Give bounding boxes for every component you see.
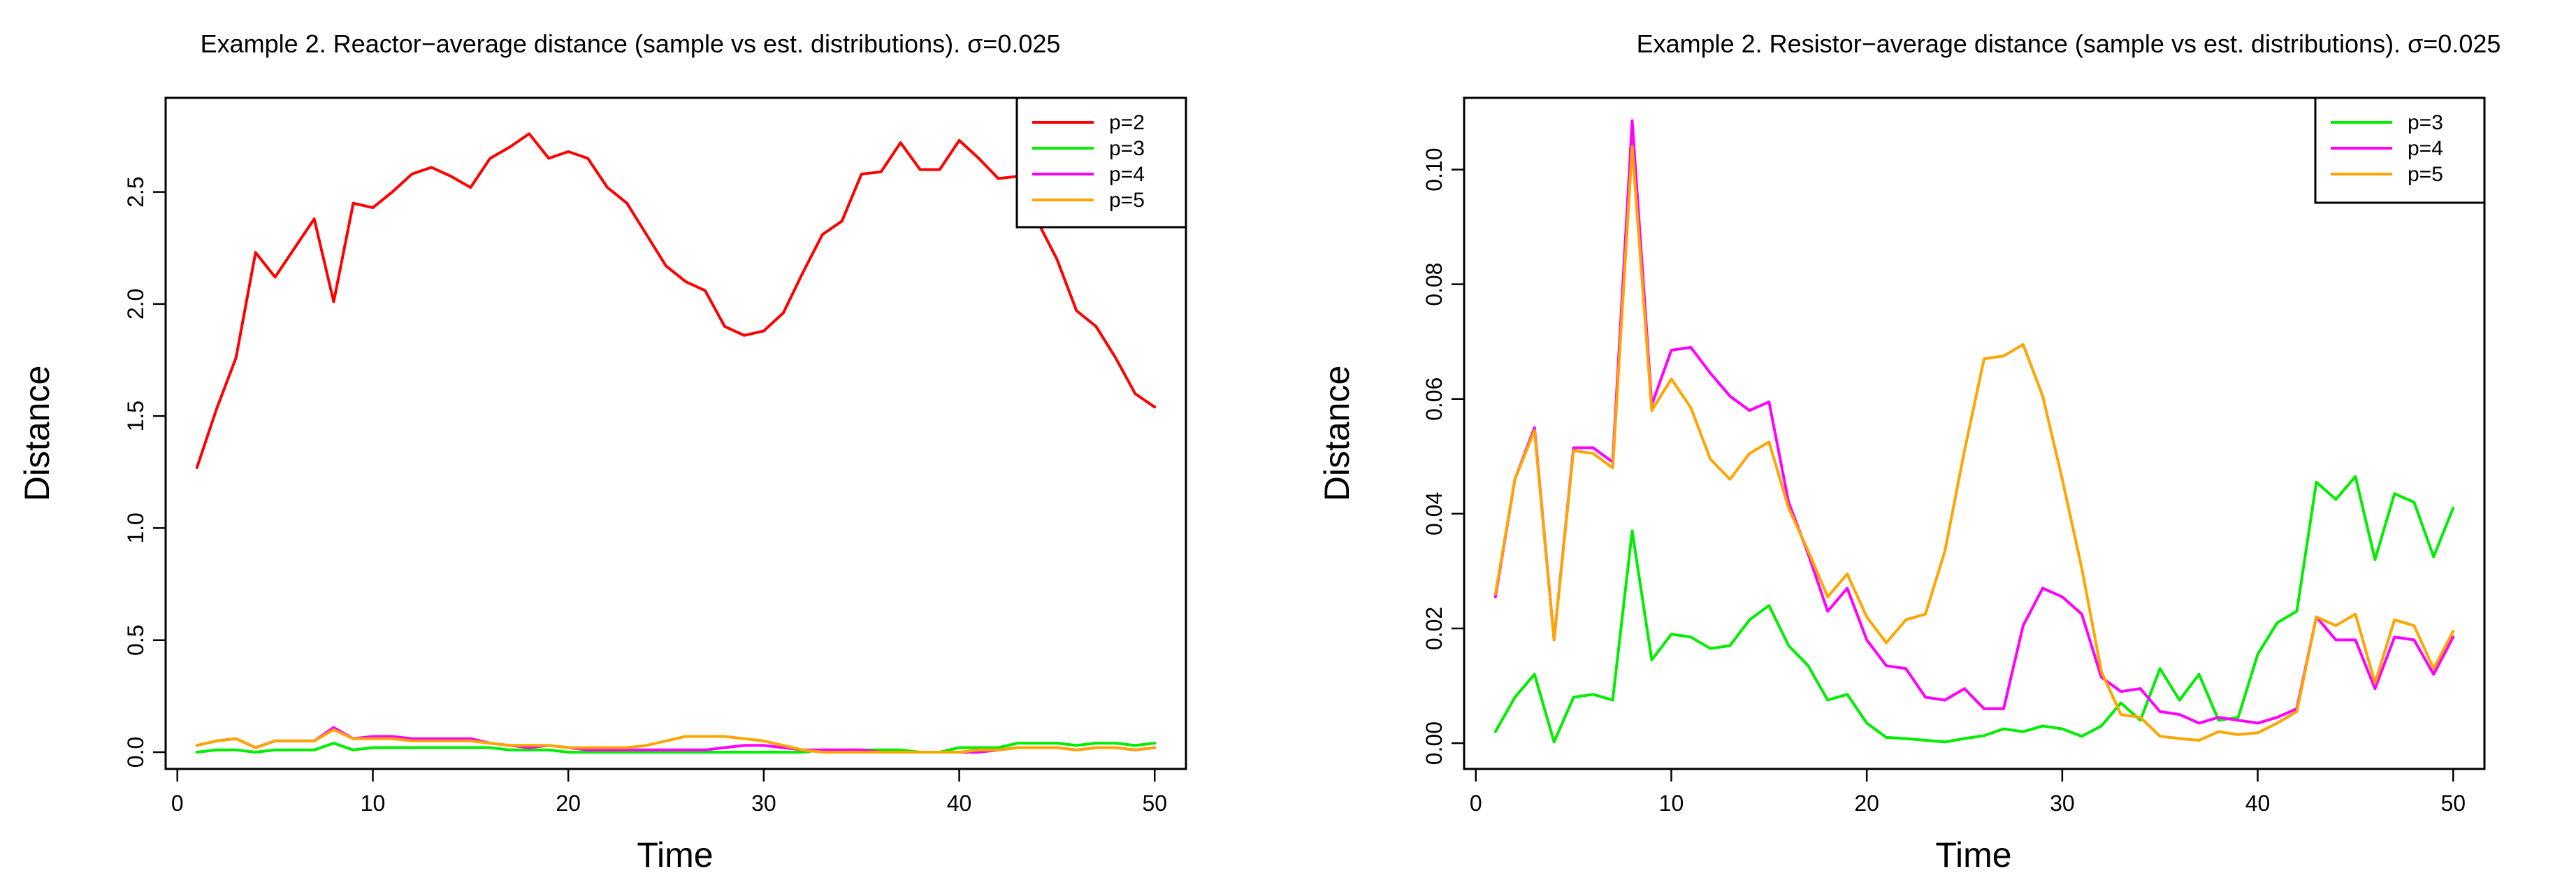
y-tick-label: 0.0 [123, 737, 148, 768]
y-axis-title: Distance [1317, 366, 1356, 502]
y-tick-label: 1.5 [123, 401, 148, 431]
legend-box [2314, 96, 2486, 204]
x-tick-label: 10 [1659, 791, 1684, 816]
legend-box [1015, 96, 1187, 229]
x-tick-label: 0 [171, 791, 184, 816]
y-tick-label: 0.5 [123, 624, 148, 655]
series-line-p5 [1493, 145, 2455, 742]
legend-label: p=2 [1109, 111, 1145, 134]
x-axis: 0 10 20 30 40 50 [171, 768, 1167, 816]
x-tick-label: 40 [947, 791, 972, 816]
y-tick-label: 0.02 [1421, 607, 1447, 650]
series-line-p5 [195, 728, 1157, 754]
y-tick-label: 0.10 [1421, 148, 1447, 191]
x-tick-label: 50 [1142, 791, 1167, 816]
x-tick-label: 50 [2440, 791, 2466, 816]
legend-label: p=4 [1109, 163, 1145, 186]
y-tick-label: 2.0 [123, 289, 148, 319]
x-tick-label: 0 [1470, 791, 1482, 816]
x-tick-label: 40 [2245, 791, 2271, 816]
y-axis-title: Distance [17, 366, 57, 502]
x-tick-label: 20 [1854, 791, 1879, 816]
legend: p=3 p=4 p=5 [2314, 96, 2486, 204]
y-axis: 0.0 0.5 1.0 1.5 2.0 2.5 [123, 176, 167, 768]
series-line-p3 [1493, 475, 2455, 744]
y-tick-label: 1.0 [123, 512, 148, 543]
legend-label: p=4 [2408, 137, 2443, 160]
chart-reactor-average: Example 2. Reactor−average distance (sam… [17, 29, 1187, 875]
legend-label: p=5 [2408, 163, 2443, 186]
x-tick-label: 20 [556, 791, 581, 816]
y-tick-label: 0.08 [1421, 263, 1447, 306]
chart-title: Example 2. Resistor−average distance (sa… [1637, 29, 2501, 58]
series-group [195, 132, 1157, 754]
x-tick-label: 30 [2050, 791, 2075, 816]
y-tick-label: 2.5 [123, 176, 148, 207]
y-tick-label: 0.06 [1421, 377, 1447, 421]
x-tick-label: 10 [361, 791, 386, 816]
series-group [1493, 119, 2455, 744]
legend-label: p=3 [2408, 111, 2443, 134]
y-tick-label: 0.00 [1421, 721, 1447, 765]
x-tick-label: 30 [751, 791, 776, 816]
series-line-p3 [195, 742, 1157, 754]
x-axis-title: Time [1935, 835, 2011, 875]
x-axis-title: Time [637, 835, 713, 875]
chart-title: Example 2. Reactor−average distance (sam… [201, 29, 1061, 58]
chart-resistor-average: Example 2. Resistor−average distance (sa… [1317, 29, 2501, 875]
legend: p=2 p=3 p=4 p=5 [1015, 96, 1187, 229]
legend-label: p=3 [1109, 137, 1145, 160]
x-axis: 0 10 20 30 40 50 [1470, 768, 2466, 816]
y-tick-label: 0.04 [1421, 492, 1447, 535]
y-axis: 0.00 0.02 0.04 0.06 0.08 0.10 [1421, 148, 1466, 765]
series-line-p2 [195, 132, 1157, 469]
legend-label: p=5 [1109, 189, 1145, 212]
series-line-p4 [1493, 119, 2455, 725]
